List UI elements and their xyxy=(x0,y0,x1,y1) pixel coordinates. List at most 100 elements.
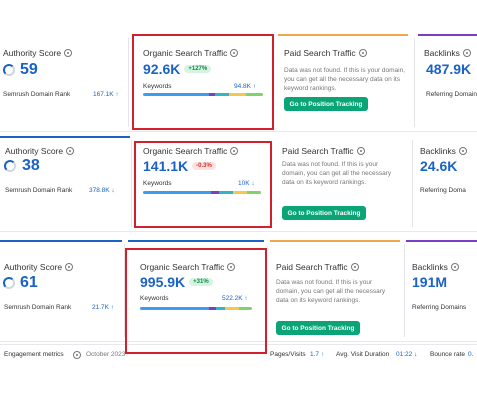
keyword-distribution-bar xyxy=(140,307,252,310)
pages-visits-label: Pages/Visits xyxy=(270,351,306,358)
card-divider xyxy=(124,244,125,337)
organic-value-wrap: 141.1K -0.3% xyxy=(143,158,216,174)
bounce-rate-value[interactable]: 0. xyxy=(468,351,474,358)
authority-score-label-wrap: Authority Score xyxy=(4,262,74,272)
avg-visit-duration-label: Avg. Visit Duration xyxy=(336,351,390,358)
info-icon[interactable] xyxy=(450,263,459,271)
backlinks-card[interactable]: Backlinks 24.6K Referring Doma xyxy=(414,136,477,231)
card-divider xyxy=(128,38,129,127)
keywords-value[interactable]: 522.2K ↑ xyxy=(222,295,248,302)
organic-value-wrap: 92.6K +127% xyxy=(143,61,212,77)
info-icon[interactable] xyxy=(458,147,467,155)
domain-rank-label: Semrush Domain Rank xyxy=(3,91,71,98)
authority-score-value: 38 xyxy=(22,157,40,174)
backlinks-value[interactable]: 24.6K xyxy=(420,158,458,174)
domain-overview-row-2: Authority Score 38 Semrush Domain Rank 3… xyxy=(0,136,477,232)
backlinks-label: Backlinks xyxy=(424,48,460,58)
authority-score-value: 61 xyxy=(20,274,38,291)
authority-score-card[interactable]: Authority Score 61 Semrush Domain Rank 2… xyxy=(0,240,122,341)
info-icon[interactable] xyxy=(462,49,471,57)
keywords-value[interactable]: 10K ↓ xyxy=(238,180,255,187)
domain-rank-value[interactable]: 21.7K ↑ xyxy=(92,304,115,311)
info-icon[interactable] xyxy=(350,263,359,271)
backlinks-card[interactable]: Backlinks 487.9K Referring Domain xyxy=(418,34,477,131)
row-top-line xyxy=(0,136,130,138)
authority-score-ring-icon xyxy=(3,64,15,76)
organic-traffic-value[interactable]: 995.9K xyxy=(140,274,186,290)
card-divider xyxy=(131,140,132,227)
authority-score-card[interactable]: Authority Score 38 Semrush Domain Rank 3… xyxy=(0,136,128,231)
engagement-metrics-bar: Engagement metrics October 2023 Pages/Vi… xyxy=(0,344,477,364)
referring-domains-label: Referring Doma xyxy=(420,187,466,194)
referring-domains-label: Referring Domains xyxy=(412,304,467,311)
avg-visit-duration-value[interactable]: 01:22 ↓ xyxy=(396,351,418,358)
go-to-position-tracking-button[interactable]: Go to Position Tracking xyxy=(276,321,360,335)
backlinks-label: Backlinks xyxy=(420,146,456,156)
info-icon[interactable] xyxy=(227,263,236,271)
domain-rank-label: Semrush Domain Rank xyxy=(5,187,73,194)
highlight-box-organic-row-2 xyxy=(134,141,272,228)
organic-label-wrap: Organic Search Traffic xyxy=(143,146,239,156)
organic-search-traffic-card[interactable]: Organic Search Traffic 92.6K +127% Keywo… xyxy=(133,34,273,131)
keyword-distribution-bar xyxy=(143,93,263,96)
paid-traffic-label: Paid Search Traffic xyxy=(282,146,354,156)
paid-search-traffic-card[interactable]: Paid Search Traffic Data was not found. … xyxy=(278,34,412,131)
row-top-line xyxy=(418,34,477,36)
row-top-line xyxy=(278,34,408,36)
info-icon[interactable] xyxy=(65,263,74,271)
card-divider xyxy=(404,244,405,337)
backlinks-label-wrap: Backlinks xyxy=(424,48,471,58)
keywords-value[interactable]: 94.8K ↑ xyxy=(234,83,257,90)
bounce-rate-label: Bounce rate xyxy=(430,351,466,358)
authority-score-ring-icon xyxy=(3,277,15,289)
go-to-position-tracking-button[interactable]: Go to Position Tracking xyxy=(284,97,368,111)
paid-search-traffic-card[interactable]: Paid Search Traffic Data was not found. … xyxy=(270,240,402,341)
info-icon[interactable] xyxy=(230,147,239,155)
authority-score-label-wrap: Authority Score xyxy=(5,146,75,156)
engagement-date: October 2023 xyxy=(86,351,126,358)
row-top-line xyxy=(128,240,264,242)
keywords-label: Keywords xyxy=(143,180,172,187)
paid-label-wrap: Paid Search Traffic xyxy=(282,146,365,156)
pages-visits-value[interactable]: 1.7 ↑ xyxy=(310,351,325,358)
keywords-label: Keywords xyxy=(140,295,169,302)
authority-score-value: 59 xyxy=(20,61,38,78)
paid-traffic-label: Paid Search Traffic xyxy=(284,48,356,58)
info-icon[interactable] xyxy=(230,49,239,57)
authority-score-label: Authority Score xyxy=(5,146,64,156)
authority-score-card[interactable]: Authority Score 59 Semrush Domain Rank 1… xyxy=(0,34,128,131)
referring-domains-label: Referring Domain xyxy=(426,91,477,98)
backlinks-label: Backlinks xyxy=(412,262,448,272)
engagement-metrics-label: Engagement metrics xyxy=(4,351,64,358)
paid-label-wrap: Paid Search Traffic xyxy=(284,48,367,58)
card-divider xyxy=(414,38,415,127)
organic-search-traffic-card[interactable]: Organic Search Traffic 995.9K +31% Keywo… xyxy=(128,240,264,341)
organic-traffic-value[interactable]: 141.1K xyxy=(143,158,189,174)
backlinks-label-wrap: Backlinks xyxy=(420,146,467,156)
organic-label-wrap: Organic Search Traffic xyxy=(140,262,236,272)
info-icon[interactable] xyxy=(356,147,365,155)
backlinks-value[interactable]: 191M xyxy=(412,274,448,290)
backlinks-label-wrap: Backlinks xyxy=(412,262,459,272)
paid-traffic-label: Paid Search Traffic xyxy=(276,262,348,272)
organic-change-badge: +31% xyxy=(189,278,213,286)
domain-rank-value[interactable]: 167.1K ↑ xyxy=(93,91,119,98)
domain-rank-value[interactable]: 378.8K ↓ xyxy=(89,187,115,194)
keywords-label: Keywords xyxy=(143,83,172,90)
paid-search-traffic-card[interactable]: Paid Search Traffic Data was not found. … xyxy=(276,136,410,231)
authority-score-label: Authority Score xyxy=(4,262,63,272)
info-icon[interactable] xyxy=(66,147,75,155)
backlinks-card[interactable]: Backlinks 191M Referring Domains xyxy=(408,240,477,341)
info-icon[interactable] xyxy=(64,49,73,57)
organic-traffic-label: Organic Search Traffic xyxy=(143,146,228,156)
organic-traffic-value[interactable]: 92.6K xyxy=(143,61,181,77)
card-divider xyxy=(412,140,413,227)
organic-search-traffic-card[interactable]: Organic Search Traffic 141.1K -0.3% Keyw… xyxy=(134,136,272,231)
info-icon[interactable] xyxy=(73,351,81,359)
organic-label-wrap: Organic Search Traffic xyxy=(143,48,239,58)
keyword-distribution-bar xyxy=(143,191,261,194)
info-icon[interactable] xyxy=(358,49,367,57)
row-top-line xyxy=(270,240,400,242)
go-to-position-tracking-button[interactable]: Go to Position Tracking xyxy=(282,206,366,220)
backlinks-value[interactable]: 487.9K xyxy=(426,61,472,77)
